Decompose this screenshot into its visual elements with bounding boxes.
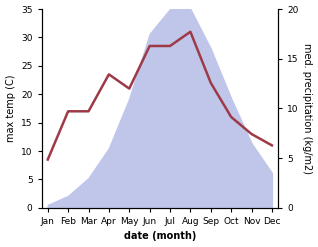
Y-axis label: med. precipitation (kg/m2): med. precipitation (kg/m2) xyxy=(302,43,313,174)
Y-axis label: max temp (C): max temp (C) xyxy=(5,75,16,142)
X-axis label: date (month): date (month) xyxy=(124,231,196,242)
